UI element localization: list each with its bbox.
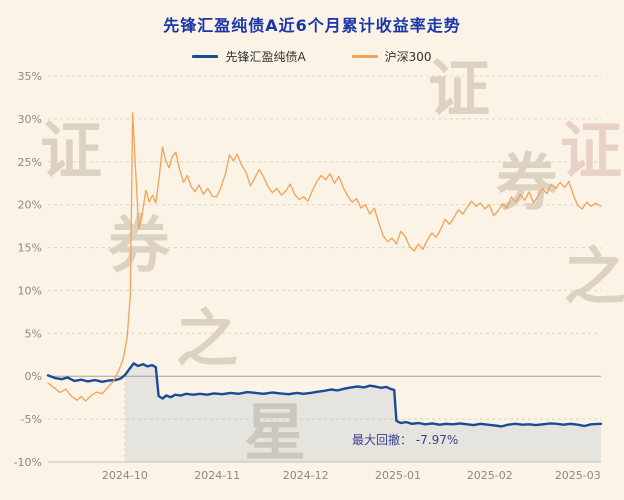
fund-line-swatch	[192, 55, 219, 58]
svg-text:2024-10: 2024-10	[102, 469, 148, 482]
svg-text:-10%: -10%	[14, 456, 42, 469]
svg-text:5%: 5%	[25, 327, 42, 340]
svg-text:20%: 20%	[18, 199, 42, 212]
legend-item-index[interactable]: 沪深300	[351, 48, 432, 65]
legend-label-fund: 先锋汇盈纯债A	[225, 50, 306, 64]
legend: 先锋汇盈纯债A 沪深300	[0, 48, 624, 65]
svg-text:-5%: -5%	[21, 413, 42, 426]
svg-text:25%: 25%	[18, 156, 42, 169]
svg-text:2025-02: 2025-02	[467, 469, 513, 482]
svg-text:2024-12: 2024-12	[283, 469, 329, 482]
legend-item-fund[interactable]: 先锋汇盈纯债A	[192, 48, 306, 65]
svg-text:2024-11: 2024-11	[194, 469, 240, 482]
index-line-swatch	[351, 55, 378, 58]
max-drawdown-annotation: 最大回撤： -7.97%	[352, 433, 459, 447]
svg-text:15%: 15%	[18, 242, 42, 255]
chart-title: 先锋汇盈纯债A近6个月累计收益率走势	[163, 16, 461, 35]
svg-text:2025-01: 2025-01	[375, 469, 421, 482]
svg-text:10%: 10%	[18, 284, 42, 297]
svg-text:2025-03: 2025-03	[555, 469, 601, 482]
svg-text:35%: 35%	[18, 70, 42, 83]
legend-label-index: 沪深300	[384, 50, 432, 64]
svg-text:30%: 30%	[18, 113, 42, 126]
svg-text:0%: 0%	[25, 370, 42, 383]
